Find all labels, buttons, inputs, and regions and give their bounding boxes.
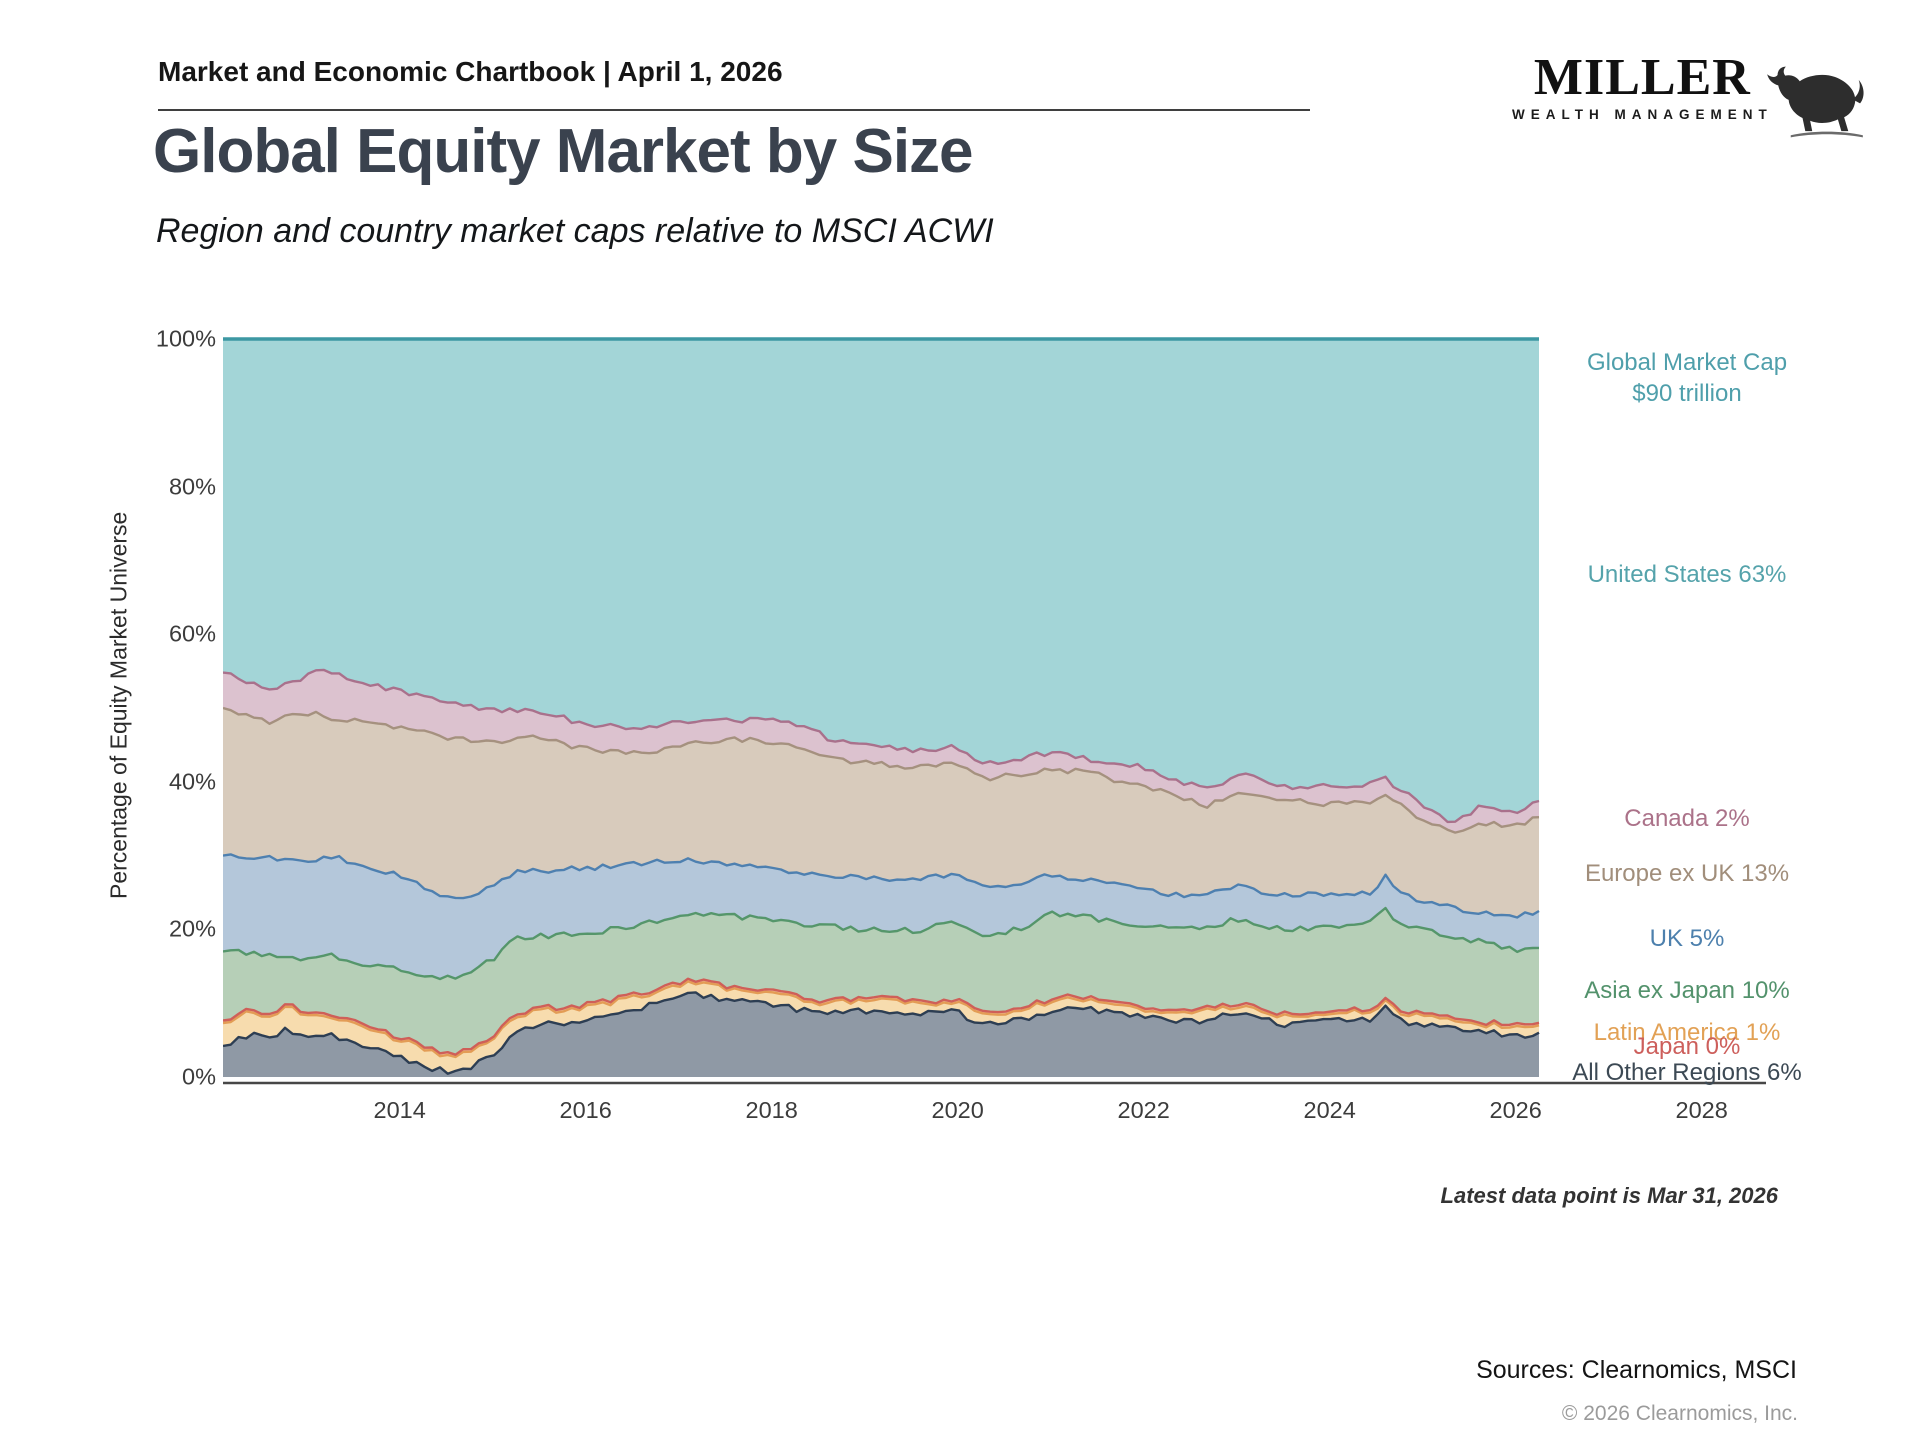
- copyright-line: © 2026 Clearnomics, Inc.: [1561, 1402, 1798, 1425]
- x-tick-label: 2020: [931, 1097, 984, 1123]
- series-label-japan: Japan 0%: [1633, 1033, 1741, 1060]
- x-tick-label: 2024: [1303, 1097, 1356, 1123]
- series-label-all-other-regions: All Other Regions 6%: [1572, 1059, 1802, 1086]
- line-japan: [223, 977, 1540, 1056]
- series-label-asia-ex-japan: Asia ex Japan 10%: [1584, 977, 1790, 1004]
- stacked-area-plot: [223, 337, 1766, 1085]
- miller-logo: MILLER WEALTH MANAGEMENT: [1512, 52, 1867, 155]
- y-axis-title: Percentage of Equity Market Universe: [105, 511, 132, 899]
- series-label-latin-america: Latin America 1%: [1593, 1019, 1781, 1046]
- page-subtitle: Region and country market caps relative …: [156, 212, 994, 250]
- line-canada: [223, 668, 1540, 824]
- chartbook-header: Market and Economic Chartbook | April 1,…: [158, 56, 783, 87]
- sources-line: Sources: Clearnomics, MSCI: [1476, 1356, 1797, 1384]
- line-latin-america: [223, 980, 1540, 1059]
- series-label-global-market-cap-value: $90 trillion: [1632, 380, 1742, 407]
- line-uk: [223, 853, 1540, 919]
- page-title: Global Equity Market by Size: [153, 117, 974, 186]
- series-labels: Global Market Cap $90 trillion United St…: [1480, 0, 1894, 1200]
- series-label-canada: Canada 2%: [1624, 805, 1750, 832]
- line-all-other-regions: [223, 991, 1540, 1075]
- series-label-uk: UK 5%: [1649, 925, 1725, 952]
- series-label-united-states: United States 63%: [1587, 561, 1787, 588]
- series-label-global-market-cap: Global Market Cap: [1586, 349, 1788, 376]
- bull-icon: [1763, 54, 1867, 155]
- line-europe-ex-uk: [223, 706, 1540, 834]
- x-tick-label: 2022: [1117, 1097, 1170, 1123]
- latest-data-footnote: Latest data point is Mar 31, 2026: [1440, 1183, 1778, 1208]
- x-tick-label: 2014: [373, 1097, 426, 1123]
- logo-wordmark: MILLER: [1533, 49, 1751, 106]
- series-label-europe-ex-uk: Europe ex UK 13%: [1584, 860, 1790, 887]
- header-divider: [158, 109, 1310, 111]
- logo-tagline: WEALTH MANAGEMENT: [1512, 107, 1773, 122]
- area-all-other-regions: [223, 992, 1539, 1077]
- line-asia-ex-japan: [223, 906, 1540, 981]
- x-tick-label: 2016: [559, 1097, 612, 1123]
- x-tick-label: 2018: [745, 1097, 798, 1123]
